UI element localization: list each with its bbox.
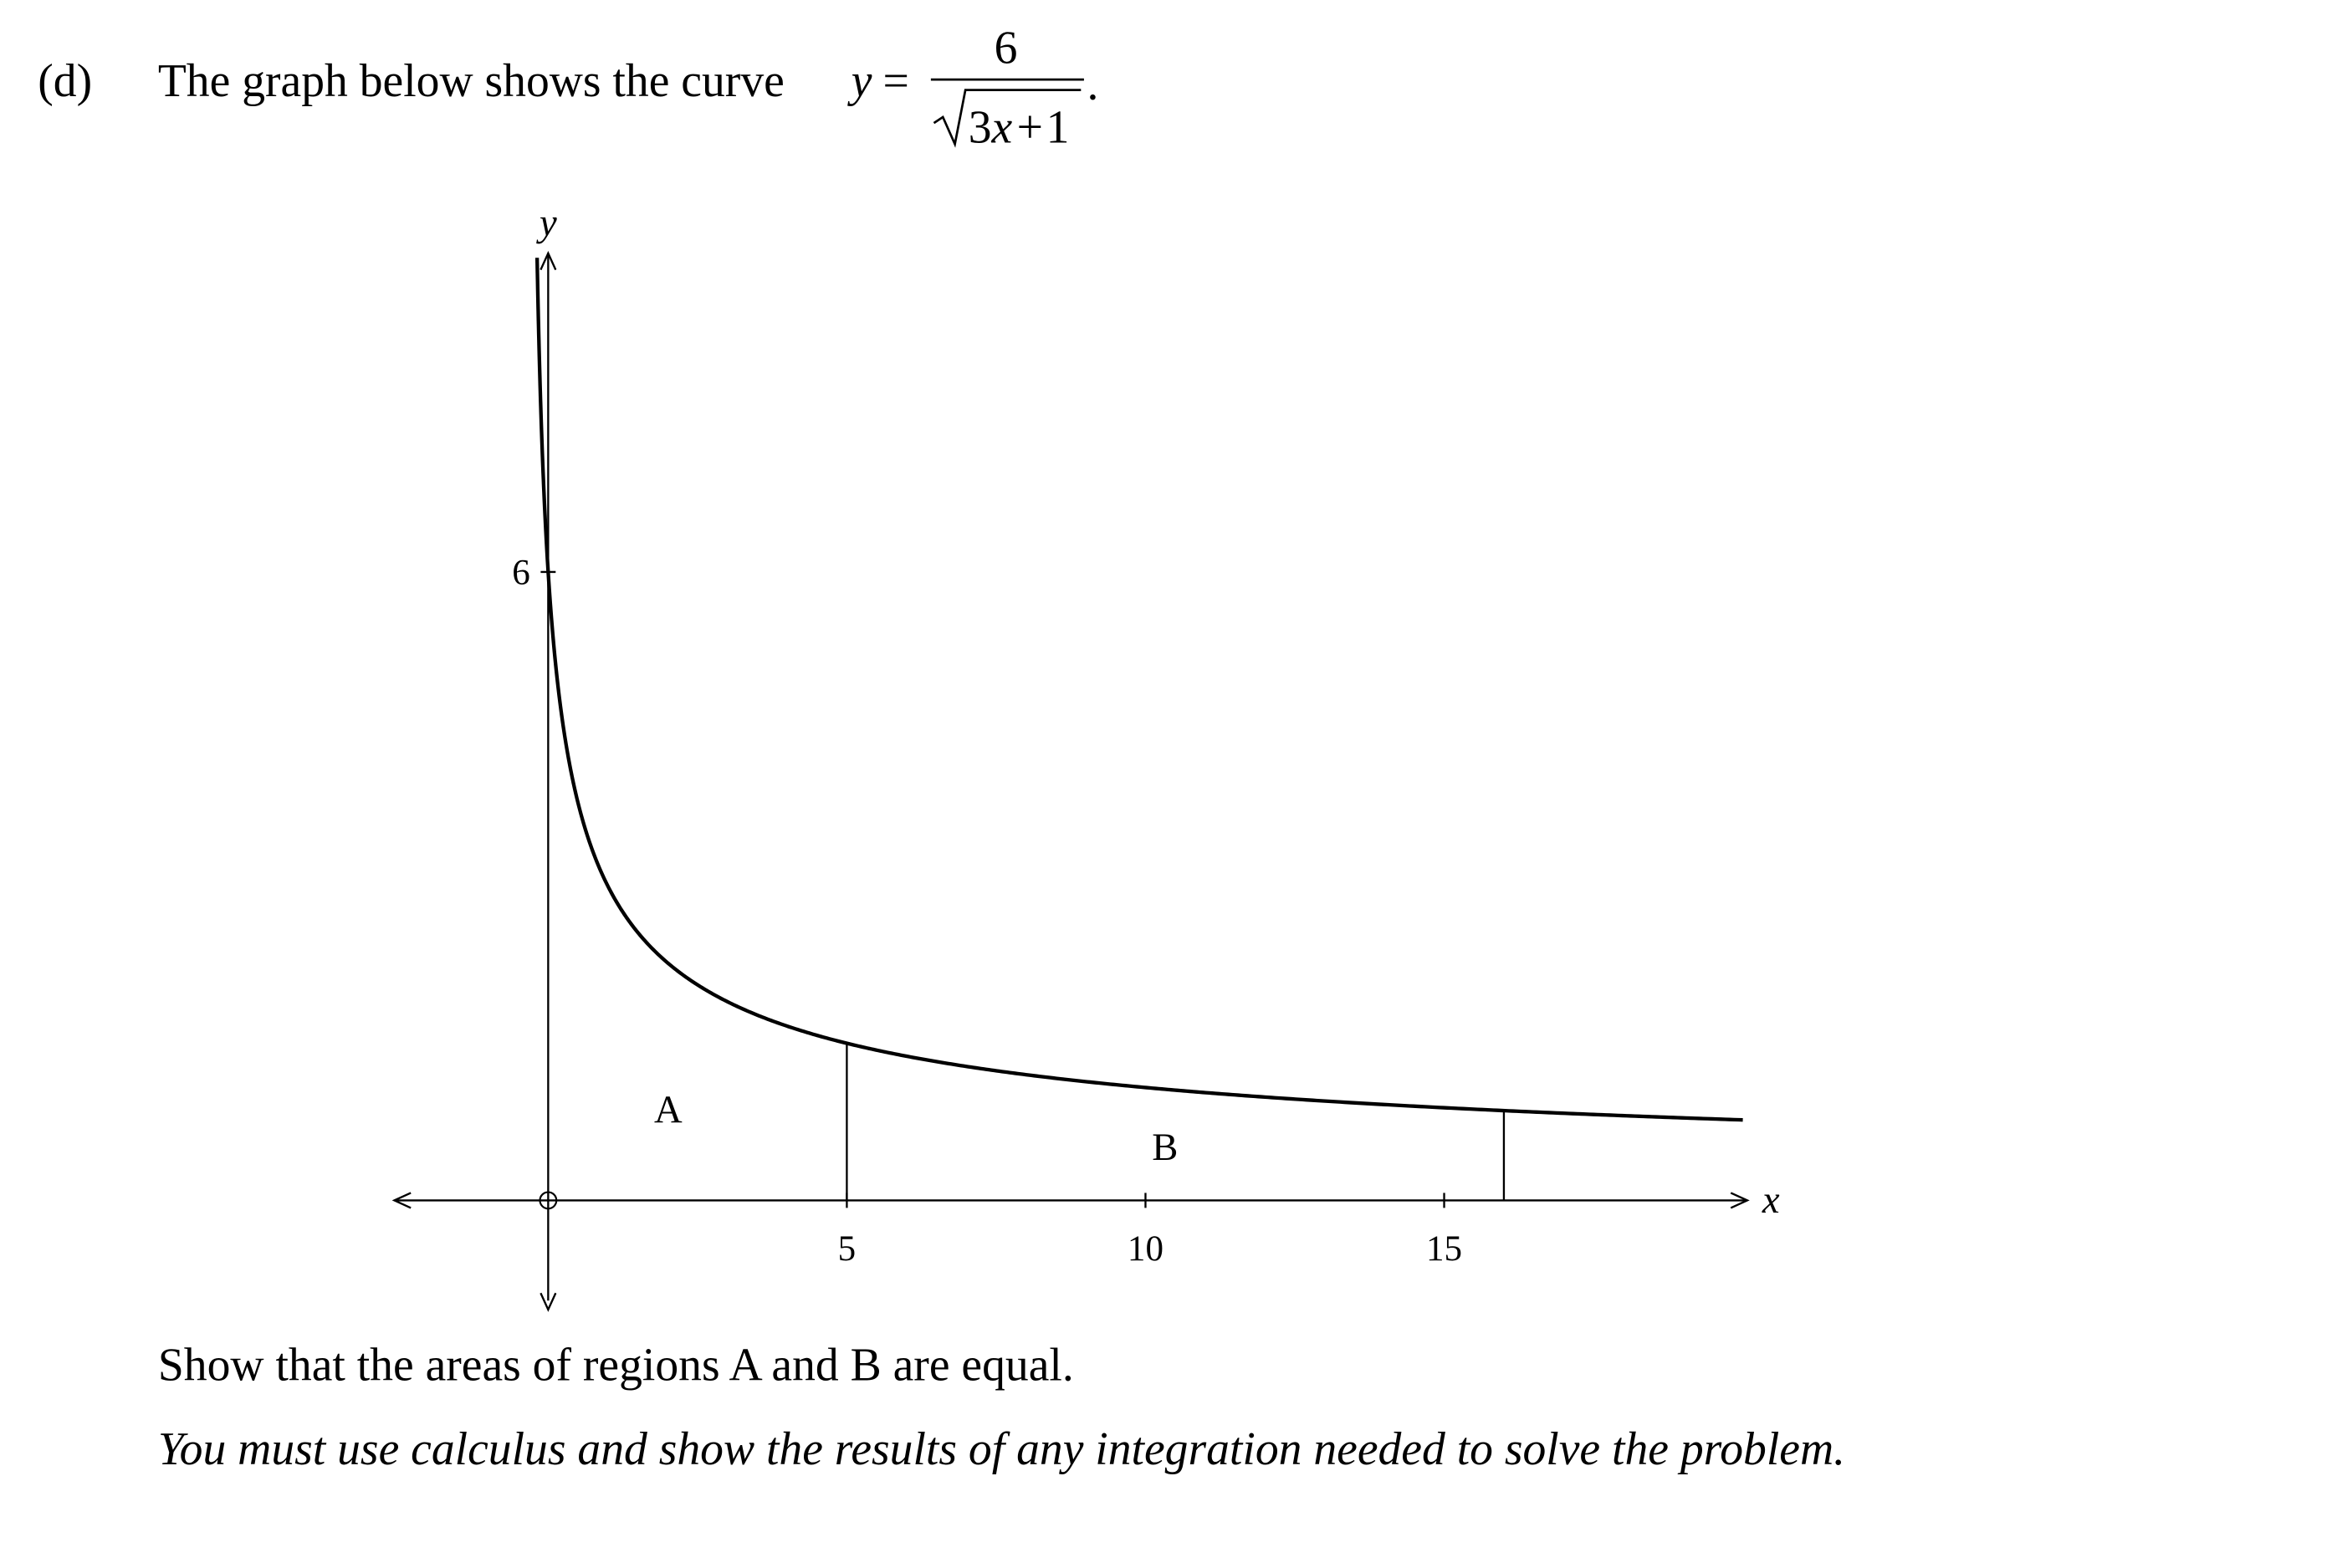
- x-axis-label: x: [1762, 1178, 1780, 1222]
- x-tick-label: 5: [838, 1229, 857, 1269]
- y-tick-label: 6: [512, 553, 530, 592]
- instruction: Show that the areas of regions A and B a…: [158, 1340, 1074, 1392]
- instruction-italic: You must use calculus and show the resul…: [158, 1423, 1845, 1475]
- formula-lhs: y: [847, 55, 872, 107]
- radicand-operator: +: [1017, 101, 1043, 153]
- radicand-variable: x: [991, 101, 1013, 153]
- y-axis-label: y: [536, 201, 557, 244]
- question-text: The graph below shows the curve: [158, 55, 785, 107]
- origin-marker: [539, 1191, 558, 1210]
- curve: [534, 258, 1743, 1122]
- graph: x y 5 10 15 6 A B: [391, 201, 1780, 1312]
- arrow-right: [1730, 1192, 1750, 1209]
- formula-end: .: [1087, 58, 1098, 110]
- x-tick-label: 15: [1426, 1229, 1462, 1269]
- radical-sign: [933, 89, 1082, 148]
- arrow-up: [540, 251, 557, 271]
- question-label: (d): [38, 55, 92, 107]
- arrow-down: [540, 1292, 557, 1312]
- formula-equals: =: [882, 55, 908, 107]
- formula-numerator: 6: [995, 22, 1018, 74]
- x-tick-label: 10: [1128, 1229, 1164, 1269]
- radicand-coefficient: 3: [969, 101, 992, 153]
- region-label: A: [654, 1088, 683, 1131]
- region-label: B: [1152, 1126, 1178, 1169]
- formula-radicand: 3x +1: [969, 101, 1070, 153]
- radicand-constant: 1: [1046, 101, 1070, 153]
- arrow-left: [391, 1192, 412, 1209]
